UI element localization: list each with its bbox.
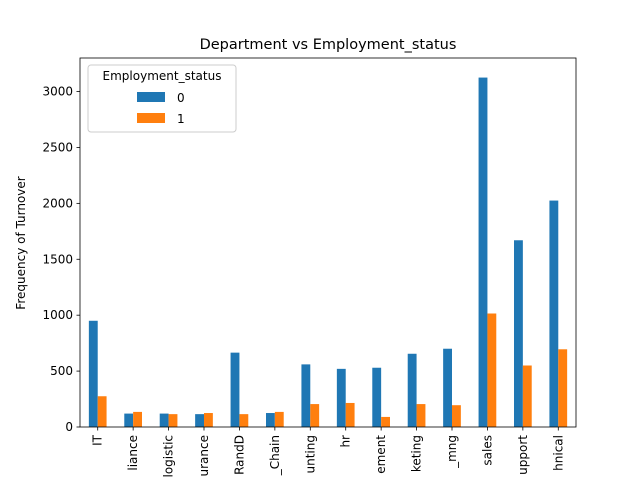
bar-0-ement	[372, 367, 382, 427]
bar-0-hnical	[549, 200, 559, 427]
x-tick-label: hnical	[551, 435, 565, 471]
bar-0-RandD	[230, 352, 240, 427]
plot-frame	[79, 57, 577, 428]
x-tick-label: RandD	[232, 435, 246, 475]
x-tick-label: ement	[374, 435, 388, 474]
bar-0-keting	[407, 353, 417, 427]
x-tick-label: urance	[197, 435, 211, 476]
x-tick-label: sales	[480, 435, 494, 466]
y-tick-label: 500	[50, 364, 73, 378]
y-tick-label: 2500	[42, 140, 73, 154]
x-tick-label: upport	[516, 435, 530, 475]
y-axis: 0 500 1000 1500 2000 2500 3000	[42, 85, 80, 434]
bar-0-logistic	[159, 413, 169, 427]
bar-1-IT	[97, 396, 107, 427]
x-tick-label: _mng	[445, 435, 459, 469]
x-axis: IT liance logistic urance RandD _Chain unting h…	[91, 427, 565, 478]
bar-0-upport	[514, 240, 523, 427]
x-tick-label: hr	[339, 435, 353, 448]
chart-title: Department vs Employment_status	[200, 37, 457, 53]
bar-1-unting	[310, 404, 320, 427]
bars-group	[88, 77, 568, 428]
bar-1-hr	[345, 402, 355, 427]
y-tick-label: 1500	[42, 252, 73, 266]
bar-1-sales	[487, 313, 497, 427]
bar-1-keting	[416, 404, 426, 427]
legend-title: Employment_status	[103, 69, 222, 83]
bar-0-sales	[478, 77, 488, 428]
bar-1-hnical	[558, 349, 568, 427]
x-tick-label: logistic	[162, 435, 176, 478]
bar-1-_mng	[452, 405, 461, 427]
y-tick-label: 2000	[42, 196, 73, 210]
bar-1-ement	[381, 416, 390, 427]
bar-1-urance	[204, 413, 213, 427]
bar-0-liance	[124, 413, 134, 427]
bar-0-urance	[195, 414, 204, 427]
y-tick-label: 3000	[42, 85, 73, 99]
x-tick-label: keting	[410, 435, 424, 472]
legend-label-0: 0	[177, 91, 185, 105]
bar-1-RandD	[239, 414, 249, 427]
x-tick-label: liance	[126, 435, 140, 471]
y-tick-label: 0	[65, 420, 73, 434]
legend-swatch-1	[137, 113, 165, 123]
bar-0-hr	[336, 368, 346, 427]
bar-0-_mng	[443, 348, 452, 427]
y-tick-label: 1000	[42, 308, 73, 322]
x-tick-label: unting	[303, 435, 317, 473]
legend-label-1: 1	[177, 112, 185, 126]
bar-0-IT	[88, 320, 98, 427]
legend: Employment_status 0 1	[87, 64, 237, 133]
bar-1-logistic	[168, 414, 178, 427]
x-tick-label: IT	[91, 434, 105, 446]
bar-1-upport	[522, 365, 532, 427]
legend-swatch-0	[137, 92, 165, 102]
bar-1-_Chain	[274, 411, 284, 427]
bar-0-_Chain	[266, 413, 275, 427]
x-tick-label: _Chain	[268, 435, 282, 476]
bar-0-unting	[301, 364, 311, 427]
y-axis-label: Frequency of Turnover	[14, 176, 28, 309]
bar-1-liance	[133, 411, 142, 427]
